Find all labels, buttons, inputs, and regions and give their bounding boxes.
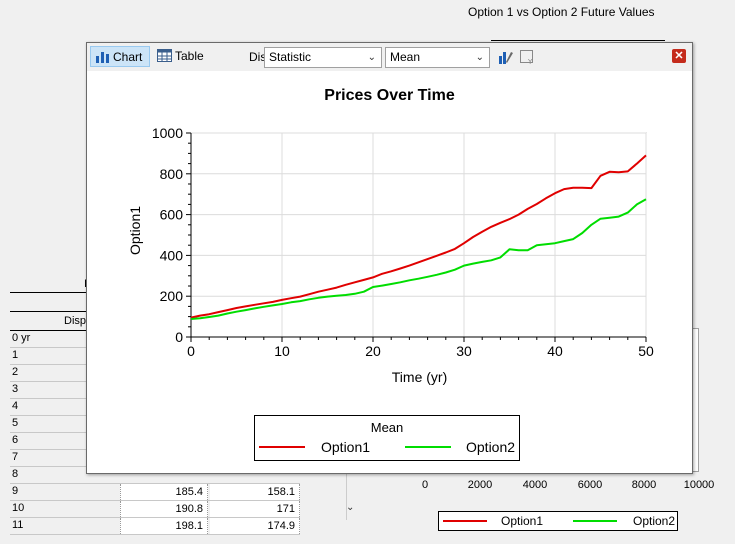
table-row[interactable]: 8 (10, 467, 300, 484)
graph-setup-icon[interactable] (498, 49, 514, 65)
y-axis-label: Option1 (127, 205, 143, 255)
legend-swatch-option2 (405, 446, 451, 448)
y-tick-label: 0 (175, 329, 183, 345)
table-cell-option1[interactable]: 190.8 (120, 501, 208, 517)
statistic-select[interactable]: Mean ⌄ (385, 47, 490, 68)
table-icon (157, 49, 172, 62)
y-tick-label: 1000 (152, 125, 183, 141)
legend-label-option2: Option2 (466, 439, 516, 455)
x-tick-label: 40 (547, 343, 563, 359)
background-x-tick: 0 (421, 479, 429, 491)
table-cell-option1[interactable]: 185.4 (120, 484, 208, 500)
background-legend-swatch-option2 (573, 520, 617, 522)
background-legend-label-option1: Option1 (501, 514, 544, 528)
y-tick-label: 400 (160, 247, 184, 263)
chart-legend: Mean Option1 Option2 (254, 415, 520, 461)
display-select-value: Statistic (269, 50, 312, 64)
background-x-tick: 4000 (522, 479, 548, 491)
background-x-tick: 10000 (683, 479, 715, 491)
chevron-down-icon: ⌄ (367, 52, 376, 63)
close-button[interactable]: ✕ (672, 49, 686, 63)
legend-swatch-option1 (259, 446, 305, 448)
table-cell-option2[interactable]: 171 (210, 501, 300, 517)
scroll-down-icon[interactable]: ⌄ (346, 502, 355, 513)
background-x-tick: 6000 (577, 479, 603, 491)
background-legend-label-option2: Option2 (633, 514, 676, 528)
chart-view-label: Chart (113, 50, 143, 64)
background-x-axis: 0 2000 4000 6000 8000 10000 (405, 479, 715, 495)
table-cell-option2[interactable]: 158.1 (210, 484, 300, 500)
background-window-title: Option 1 vs Option 2 Future Values (468, 5, 655, 19)
y-tick-label: 200 (160, 288, 184, 304)
background-legend-swatch-option1 (443, 520, 487, 522)
table-row[interactable]: 9 185.4 158.1 (10, 484, 300, 501)
display-select[interactable]: Statistic ⌄ (264, 47, 382, 68)
background-divider (491, 40, 665, 41)
y-tick-label: 800 (160, 166, 184, 182)
table-view-button[interactable]: Table (153, 46, 211, 67)
table-display-partial: Disp (64, 315, 87, 327)
table-row[interactable]: 11 198.1 174.9 (10, 518, 300, 535)
chart-toolbar: Chart Table Display: Statistic ⌄ Mean ⌄ (87, 43, 692, 71)
statistic-select-value: Mean (390, 50, 421, 64)
background-result-table: I Disp 0 yr 1 2 3 4 5 6 7 8 9 185.4 158.… (10, 276, 300, 535)
table-cell-option2[interactable]: 174.9 (210, 518, 300, 534)
x-tick-label: 30 (456, 343, 472, 359)
chart-window: Chart Table Display: Statistic ⌄ Mean ⌄ (86, 42, 693, 474)
chevron-down-icon: ⌄ (475, 52, 484, 63)
background-legend: Option1 Option2 (438, 511, 678, 531)
table-header-partial: I (84, 278, 87, 290)
line-chart: 0 10 20 30 40 50 0 200 400 600 800 1000 (152, 125, 654, 359)
x-tick-label: 0 (187, 343, 195, 359)
background-x-tick: 2000 (467, 479, 493, 491)
x-tick-label: 20 (365, 343, 381, 359)
x-tick-label: 50 (638, 343, 654, 359)
bar-chart-icon (96, 52, 109, 63)
table-scrollbar[interactable] (346, 470, 361, 520)
svg-text:Y: Y (527, 58, 533, 65)
xy-compare-icon[interactable]: Y (519, 49, 535, 65)
background-chart-edge (690, 328, 699, 472)
y-tick-label: 600 (160, 207, 184, 223)
chart-title: Prices Over Time (324, 87, 455, 104)
table-view-label: Table (175, 49, 204, 63)
x-axis-label: Time (yr) (391, 369, 448, 385)
table-cell-option1[interactable]: 198.1 (120, 518, 208, 534)
series-line-option2 (190, 198, 647, 320)
series-line-option1 (190, 154, 647, 319)
background-x-tick: 8000 (631, 479, 657, 491)
legend-title: Mean (370, 420, 404, 435)
x-tick-label: 10 (274, 343, 290, 359)
table-row[interactable]: 10 190.8 171 (10, 501, 300, 518)
legend-label-option1: Option1 (321, 439, 371, 455)
chart-view-button[interactable]: Chart (90, 46, 150, 67)
